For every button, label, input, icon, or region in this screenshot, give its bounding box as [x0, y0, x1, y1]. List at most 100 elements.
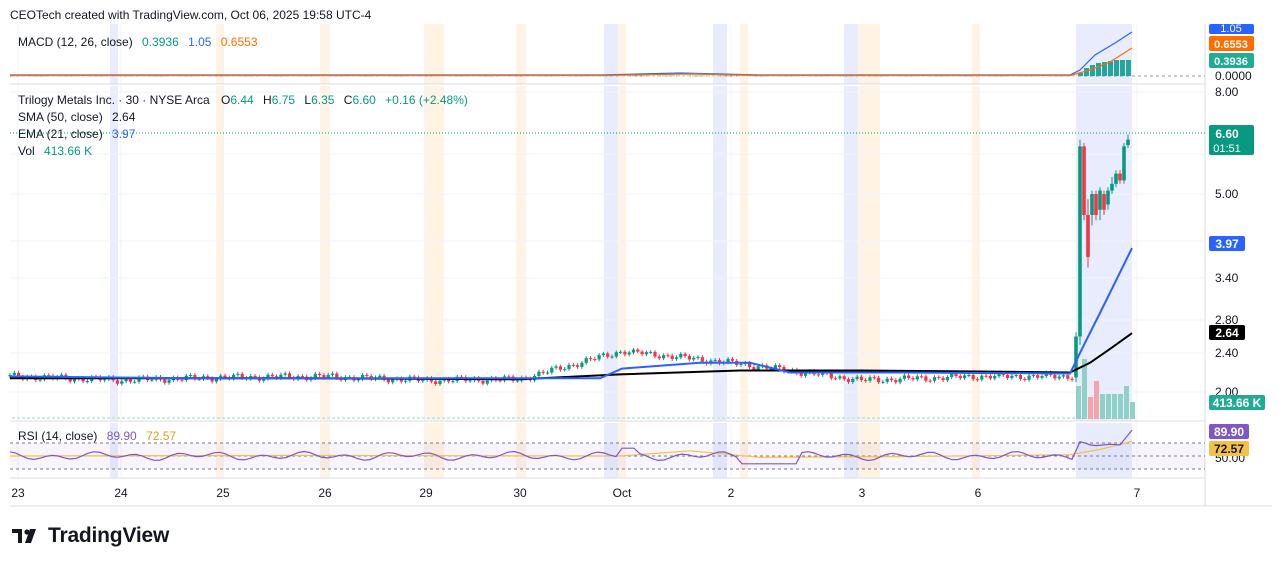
- volume-bar: [127, 417, 130, 419]
- volume-bar: [667, 417, 670, 419]
- time-axis[interactable]: 23 24 25 26 29 30 Oct 2 3 6 7: [11, 486, 1140, 500]
- candle-body: [683, 353, 687, 357]
- volume-bar: [662, 417, 665, 419]
- volume-bar: [427, 417, 430, 419]
- candle-body: [1070, 378, 1074, 380]
- volume-legend[interactable]: Vol 413.66 K: [18, 144, 92, 158]
- candle-body: [133, 381, 137, 383]
- candle-body: [576, 365, 580, 367]
- sma-legend-name: SMA (50, close): [18, 110, 103, 124]
- candle-body: [412, 376, 416, 378]
- symbol-legend[interactable]: Trilogy Metals Inc. · 30 · NYSE Arca O6.…: [18, 93, 468, 107]
- volume-bar: [62, 417, 65, 419]
- macd-hist-bar: [672, 75, 675, 77]
- candle-body: [975, 379, 980, 381]
- candle-body: [240, 373, 244, 378]
- session-band: [424, 423, 444, 478]
- volume-bar: [232, 417, 235, 419]
- session-band: [740, 86, 748, 421]
- sma-legend[interactable]: SMA (50, close) 2.64: [18, 110, 136, 124]
- session-band: [110, 423, 118, 478]
- volume-bar: [322, 417, 325, 419]
- candle-body: [1061, 375, 1066, 377]
- candle-body: [1057, 376, 1061, 379]
- candle-body: [438, 380, 442, 384]
- candle-body: [666, 355, 670, 357]
- volume-bar: [777, 417, 780, 419]
- signal-badge-bg: [1209, 36, 1254, 51]
- session-band: [713, 423, 727, 478]
- candle-body: [1014, 374, 1018, 376]
- session-band: [516, 423, 526, 478]
- candle-body: [877, 377, 881, 383]
- price-pane: [8, 132, 1205, 419]
- volume-bar: [402, 417, 405, 419]
- volume-bar: [547, 417, 550, 419]
- candle-body: [1053, 374, 1057, 379]
- volume-bar: [1067, 417, 1070, 419]
- macd-hist-bar: [692, 75, 695, 77]
- candle-body: [68, 378, 72, 382]
- candle-body: [210, 378, 214, 382]
- macd-hist-bar: [652, 75, 655, 77]
- volume-bar: [992, 417, 995, 419]
- volume-bar: [982, 417, 985, 419]
- macd-hist-bar: [707, 75, 710, 77]
- candle-body: [253, 375, 257, 378]
- candle-body: [829, 373, 833, 379]
- candle-body: [902, 375, 906, 379]
- candle-body: [739, 364, 743, 366]
- macd-legend[interactable]: MACD (12, 26, close) 0.3936 1.05 0.6553: [18, 35, 258, 49]
- candle-body: [365, 374, 369, 377]
- candle-body: [610, 356, 614, 358]
- rsi-legend[interactable]: RSI (14, close) 89.90 72.57: [18, 429, 176, 443]
- candle-body: [81, 377, 85, 382]
- open-value: 6.44: [230, 93, 254, 107]
- volume-bar: [852, 417, 855, 419]
- volume-bar: [362, 417, 365, 419]
- time-axis-tick: 23: [11, 486, 25, 500]
- candle-body: [864, 380, 868, 382]
- symbol-title: Trilogy Metals Inc. · 30 · NYSE Arca: [18, 93, 210, 107]
- volume-bar: [872, 417, 875, 419]
- volume-bar: [942, 417, 945, 419]
- low-value: 6.35: [311, 93, 335, 107]
- volume-bar: [542, 417, 545, 419]
- volume-bar: [287, 417, 290, 419]
- ema-legend[interactable]: EMA (21, close) 3.97: [18, 127, 136, 141]
- tradingview-logo-icon: [12, 529, 36, 543]
- candle-body: [670, 355, 674, 359]
- session-band: [858, 24, 880, 84]
- volume-bar: [217, 417, 220, 419]
- time-axis-tick: 25: [216, 486, 230, 500]
- session-band: [216, 86, 224, 421]
- candle-body: [1090, 194, 1094, 215]
- volume-bar: [627, 417, 630, 419]
- volume-bar: [187, 417, 190, 419]
- volume-bar: [337, 417, 340, 419]
- session-band: [604, 86, 618, 421]
- volume-bar: [27, 417, 30, 419]
- volume-bar: [1112, 394, 1117, 419]
- macd-hist-bar: [722, 75, 725, 77]
- session-band: [604, 423, 618, 478]
- volume-bar: [167, 417, 170, 419]
- candle-body: [193, 375, 197, 379]
- volume-bar: [392, 417, 395, 419]
- volume-bar: [1094, 381, 1099, 419]
- candle-body: [1082, 146, 1086, 215]
- candle-body: [558, 366, 562, 370]
- volume-bar: [22, 417, 25, 419]
- session-band: [110, 24, 118, 84]
- candle-body: [12, 372, 16, 375]
- tradingview-brand[interactable]: TradingView: [12, 524, 169, 548]
- volume-bar: [132, 417, 135, 419]
- candle-body: [696, 357, 700, 359]
- volume-bar: [1032, 417, 1035, 419]
- candle-body: [950, 373, 954, 378]
- volume-bar: [632, 417, 635, 419]
- candle-body: [47, 375, 51, 377]
- candle-body: [653, 351, 657, 357]
- candle-body: [717, 360, 722, 364]
